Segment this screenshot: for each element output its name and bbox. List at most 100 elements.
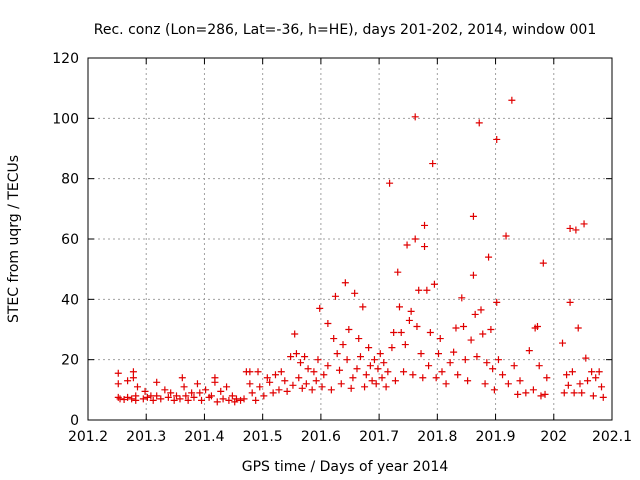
data-point xyxy=(461,356,469,364)
data-point xyxy=(436,335,444,343)
data-point xyxy=(225,396,233,404)
data-point xyxy=(298,384,306,392)
data-point xyxy=(471,310,479,318)
data-point xyxy=(386,179,394,187)
data-point xyxy=(228,392,236,400)
y-tick-label: 0 xyxy=(70,413,79,429)
x-tick-label: 201.8 xyxy=(417,429,457,445)
data-point xyxy=(460,322,468,330)
data-point xyxy=(124,377,132,385)
data-point xyxy=(143,393,151,401)
data-point xyxy=(202,386,210,394)
data-point xyxy=(365,344,373,352)
y-tick-label: 20 xyxy=(61,353,79,369)
data-point xyxy=(411,235,419,243)
data-point xyxy=(266,378,274,386)
data-point xyxy=(333,350,341,358)
data-point xyxy=(153,378,161,386)
data-point xyxy=(269,389,277,397)
data-point xyxy=(287,353,295,361)
data-point xyxy=(477,306,485,314)
data-point xyxy=(327,386,335,394)
data-point xyxy=(483,359,491,367)
y-tick-label: 40 xyxy=(61,292,79,308)
data-point xyxy=(487,326,495,333)
data-point xyxy=(132,396,140,404)
data-point xyxy=(438,368,446,376)
data-point xyxy=(504,380,512,388)
data-point xyxy=(198,396,206,404)
data-point xyxy=(277,368,285,376)
data-point xyxy=(248,389,256,397)
x-tick-label: 201.9 xyxy=(476,429,516,445)
data-point xyxy=(330,335,338,343)
data-point xyxy=(589,392,597,400)
data-point xyxy=(473,353,481,361)
y-axis-label: STEC from uqrg / TECUs xyxy=(6,155,22,323)
data-point xyxy=(490,386,498,394)
data-point xyxy=(403,241,411,249)
data-point xyxy=(432,374,440,382)
data-point xyxy=(413,322,421,330)
data-point xyxy=(391,377,399,385)
data-point xyxy=(193,380,201,388)
data-point xyxy=(475,119,483,127)
data-point xyxy=(161,386,169,394)
data-point xyxy=(308,386,316,394)
data-point xyxy=(493,135,501,143)
data-point xyxy=(310,368,318,376)
x-tick-label: 201.4 xyxy=(184,429,224,445)
data-points xyxy=(114,96,607,406)
data-point xyxy=(184,396,192,404)
data-point xyxy=(539,259,547,267)
data-point xyxy=(167,389,175,397)
data-point xyxy=(489,365,497,373)
data-point xyxy=(595,368,603,376)
data-point xyxy=(535,362,543,370)
data-point xyxy=(537,392,545,400)
data-point xyxy=(157,395,165,403)
data-point xyxy=(366,362,374,370)
data-point xyxy=(301,353,309,361)
data-point xyxy=(508,96,516,104)
data-point xyxy=(592,374,600,382)
data-point xyxy=(271,371,279,379)
data-point xyxy=(566,224,574,232)
data-point xyxy=(129,374,137,382)
data-point xyxy=(370,356,378,364)
data-point xyxy=(337,380,345,388)
data-point xyxy=(149,396,157,404)
data-point xyxy=(324,319,332,327)
data-point xyxy=(349,374,357,382)
data-point xyxy=(564,381,572,389)
data-point xyxy=(359,303,367,311)
data-point xyxy=(341,279,349,287)
data-point xyxy=(170,396,178,404)
chart-title: Rec. conz (Lon=286, Lat=-36, h=HE), days… xyxy=(94,22,596,38)
data-point xyxy=(401,341,409,349)
data-point xyxy=(116,395,124,403)
data-point xyxy=(580,220,588,228)
data-point xyxy=(469,271,477,279)
data-point xyxy=(302,380,310,388)
data-point xyxy=(599,393,607,401)
data-point xyxy=(382,383,390,391)
data-point xyxy=(133,383,141,391)
y-tick-label: 80 xyxy=(61,172,79,188)
data-point xyxy=(566,298,574,306)
data-point xyxy=(331,292,339,300)
data-point xyxy=(525,347,533,355)
data-point xyxy=(237,396,245,404)
data-point xyxy=(339,341,347,349)
data-point xyxy=(400,368,408,376)
data-point xyxy=(252,396,260,404)
data-point xyxy=(405,316,413,324)
data-point xyxy=(153,392,161,400)
x-tick-label: 201.6 xyxy=(301,429,341,445)
data-point xyxy=(316,304,324,312)
data-point xyxy=(213,398,221,406)
data-point xyxy=(295,374,303,382)
data-point xyxy=(260,392,268,400)
data-point xyxy=(178,374,186,382)
